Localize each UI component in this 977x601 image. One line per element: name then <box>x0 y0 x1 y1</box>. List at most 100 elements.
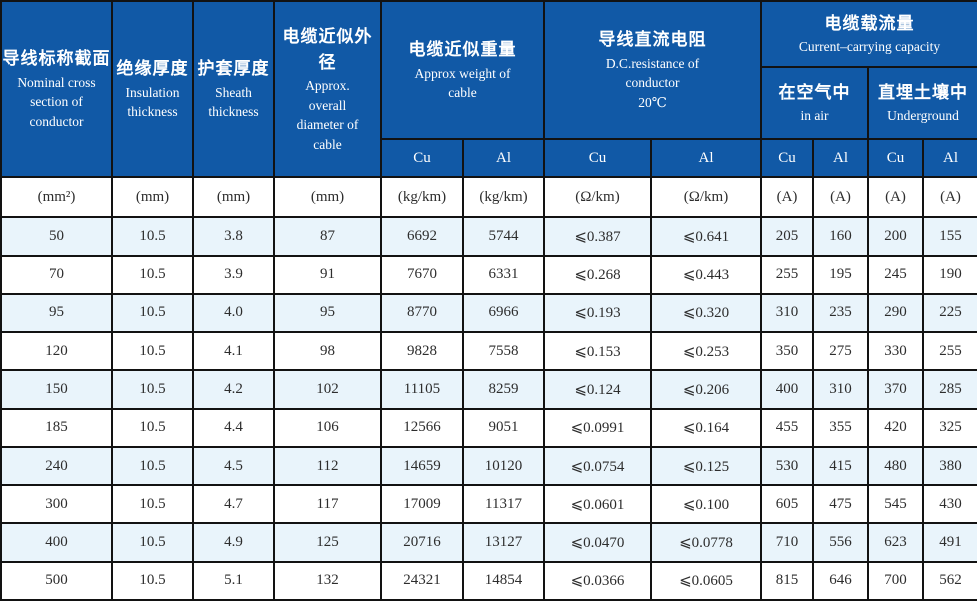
unit-cell: (Ω/km) <box>650 175 762 219</box>
table-cell: 160 <box>812 216 869 257</box>
table-cell: ⩽0.0366 <box>543 560 652 601</box>
header-resistance-en: D.C.resistance of conductor <box>605 55 700 91</box>
table-cell: ⩽0.641 <box>650 216 762 257</box>
table-cell: 106 <box>273 407 382 448</box>
table-cell: 646 <box>812 560 869 601</box>
header-underground-en: Underground <box>887 108 959 124</box>
table-cell: 9051 <box>462 407 545 448</box>
table-cell: 6331 <box>462 254 545 295</box>
table-cell: 4.4 <box>192 407 275 448</box>
table-cell: ⩽0.124 <box>543 369 652 410</box>
table-cell: 102 <box>273 369 382 410</box>
unit-cell: (mm) <box>192 175 275 219</box>
table-cell: ⩽0.164 <box>650 407 762 448</box>
table-cell: 98 <box>273 331 382 372</box>
table-row: 50 10.5 3.8 87 6692 5744 ⩽0.387 ⩽0.641 205 160 200… <box>0 216 977 257</box>
table-cell: 815 <box>760 560 814 601</box>
table-cell: 95 <box>0 292 113 334</box>
unit-cell: (mm²) <box>0 175 113 219</box>
header-current-carrying-capacity: 电缆载流量 Current–carrying capacity <box>760 0 977 68</box>
table-cell: 310 <box>812 369 869 410</box>
header-dc-resistance: 导线直流电阻 D.C.resistance of conductor 20℃ <box>543 0 762 140</box>
table-cell: 240 <box>0 445 113 487</box>
table-cell: 530 <box>760 445 814 487</box>
table-cell: ⩽0.387 <box>543 216 652 257</box>
table-cell: 125 <box>273 522 382 563</box>
table-cell: 10.5 <box>111 216 194 257</box>
header-overall-diameter: 电缆近似外径 Approx. overall diameter of cable <box>273 0 382 178</box>
header-material-al: Al <box>812 138 869 178</box>
table-cell: 325 <box>922 407 977 448</box>
header-nominal-cross-section: 导线标称截面 Nominal cross section of conducto… <box>0 0 113 178</box>
table-cell: 3.9 <box>192 254 275 295</box>
table-row: 240 10.5 4.5 112 14659 10120 ⩽0.0754 ⩽0.125 530 4… <box>0 445 977 487</box>
header-material-al: Al <box>462 138 545 178</box>
table-cell: 24321 <box>380 560 464 601</box>
table-cell: 310 <box>760 292 814 334</box>
table-cell: 300 <box>0 484 113 525</box>
table-cell: 112 <box>273 445 382 487</box>
table-cell: 430 <box>922 484 977 525</box>
table-cell: 556 <box>812 522 869 563</box>
table-cell: 623 <box>867 522 924 563</box>
table-cell: ⩽0.268 <box>543 254 652 295</box>
table-cell: 95 <box>273 292 382 334</box>
table-cell: 205 <box>760 216 814 257</box>
table-cell: ⩽0.0470 <box>543 522 652 563</box>
table-cell: 7670 <box>380 254 464 295</box>
table-cell: 155 <box>922 216 977 257</box>
table-cell: 330 <box>867 331 924 372</box>
table-cell: 290 <box>867 292 924 334</box>
table-row: 185 10.5 4.4 106 12566 9051 ⩽0.0991 ⩽0.164 455 35… <box>0 407 977 448</box>
header-resistance-temp: 20℃ <box>638 94 667 110</box>
header-material-al: Al <box>650 138 762 178</box>
table-cell: 605 <box>760 484 814 525</box>
table-cell: ⩽0.125 <box>650 445 762 487</box>
table-cell: ⩽0.100 <box>650 484 762 525</box>
header-capacity-en: Current–carrying capacity <box>798 39 941 55</box>
table-cell: 255 <box>922 331 977 372</box>
header-insulation-en: Insulation thickness <box>125 84 180 120</box>
header-material-cu: Cu <box>380 138 464 178</box>
header-nominal-en: Nominal cross section of conductor <box>17 74 96 129</box>
table-cell: 10.5 <box>111 254 194 295</box>
table-cell: 190 <box>922 254 977 295</box>
header-diameter-en: Approx. overall diameter of cable <box>296 78 359 152</box>
table-cell: 17009 <box>380 484 464 525</box>
table-cell: 10.5 <box>111 560 194 601</box>
table-cell: 150 <box>0 369 113 410</box>
table-cell: ⩽0.320 <box>650 292 762 334</box>
table-cell: 8259 <box>462 369 545 410</box>
table-cell: 6966 <box>462 292 545 334</box>
header-material-cu: Cu <box>760 138 814 178</box>
header-capacity-zh: 电缆载流量 <box>824 14 915 34</box>
table-cell: 10.5 <box>111 522 194 563</box>
table-cell: 4.7 <box>192 484 275 525</box>
header-sheath-thickness: 护套厚度 Sheath thickness <box>192 0 275 178</box>
table-cell: 200 <box>867 216 924 257</box>
header-underground-zh: 直埋土壤中 <box>878 83 968 103</box>
table-cell: 10.5 <box>111 369 194 410</box>
table-cell: 132 <box>273 560 382 601</box>
table-cell: 5744 <box>462 216 545 257</box>
header-sheath-en: Sheath thickness <box>208 84 259 120</box>
table-cell: 480 <box>867 445 924 487</box>
table-body: (mm²) (mm) (mm) (mm) (kg/km) (kg/km) (Ω/… <box>0 175 977 601</box>
table-row: 120 10.5 4.1 98 9828 7558 ⩽0.153 ⩽0.253 350 275 33… <box>0 331 977 372</box>
table-cell: 370 <box>867 369 924 410</box>
unit-cell: (A) <box>760 175 814 219</box>
unit-cell: (A) <box>867 175 924 219</box>
table-cell: 4.2 <box>192 369 275 410</box>
table-cell: 6692 <box>380 216 464 257</box>
table-cell: 415 <box>812 445 869 487</box>
header-in-air-zh: 在空气中 <box>778 83 851 103</box>
table-cell: 12566 <box>380 407 464 448</box>
table-row: 150 10.5 4.2 102 11105 8259 ⩽0.124 ⩽0.206 400 310… <box>0 369 977 410</box>
table-row: 300 10.5 4.7 117 17009 11317 ⩽0.0601 ⩽0.100 605 4… <box>0 484 977 525</box>
table-cell: 700 <box>867 560 924 601</box>
table-cell: 5.1 <box>192 560 275 601</box>
table-cell: ⩽0.0754 <box>543 445 652 487</box>
table-cell: 185 <box>0 407 113 448</box>
